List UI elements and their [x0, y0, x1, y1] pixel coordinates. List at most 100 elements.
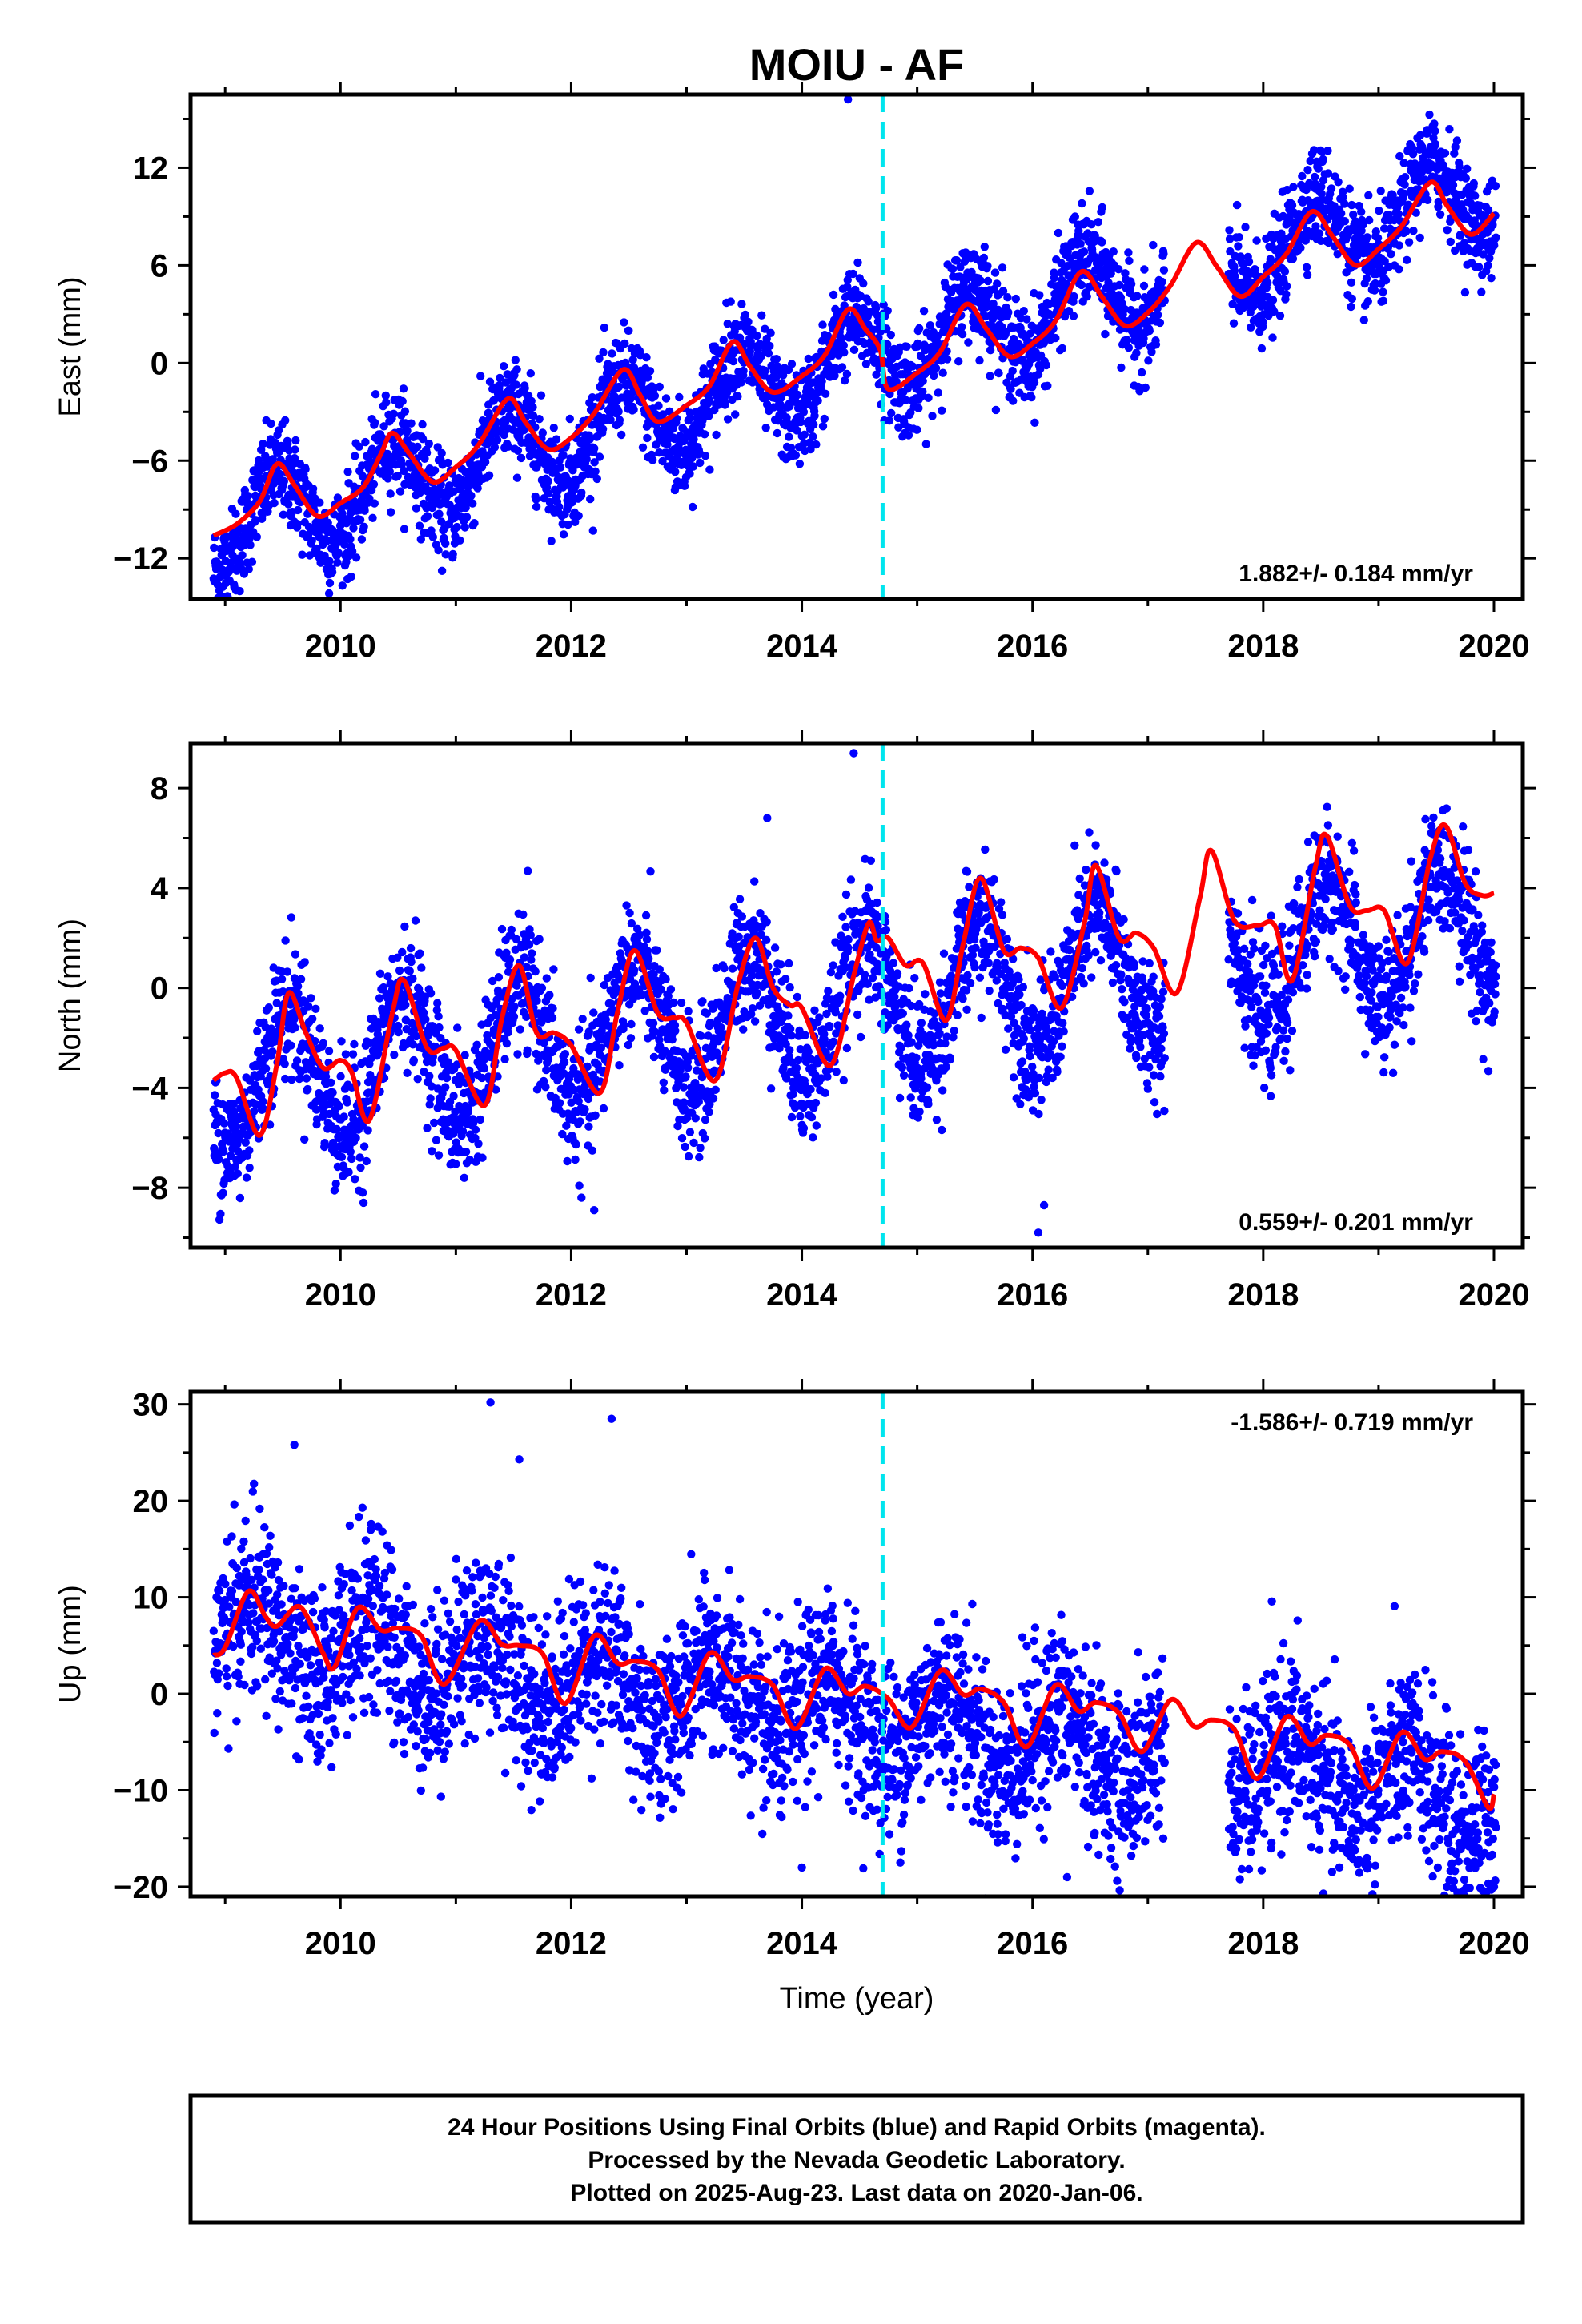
north-data-point — [242, 1173, 251, 1182]
north-data-point — [589, 1008, 598, 1017]
east-data-point — [357, 535, 367, 544]
north-data-point — [796, 1045, 805, 1054]
north-data-point — [684, 1152, 693, 1161]
east-y-tick-label: 12 — [133, 151, 169, 186]
north-data-point — [697, 1031, 705, 1040]
east-data-point — [325, 578, 335, 588]
east-data-point — [986, 346, 995, 355]
east-data-point — [1400, 180, 1409, 189]
east-data-point — [1098, 238, 1106, 247]
east-data-point — [1232, 200, 1242, 210]
north-data-point — [735, 895, 745, 903]
north-data-point — [656, 985, 665, 994]
north-data-point — [502, 1039, 512, 1048]
east-data-point — [731, 410, 740, 419]
east-data-point — [1124, 344, 1134, 352]
east-data-point — [267, 419, 275, 428]
north-data-point — [684, 1063, 693, 1072]
north-data-point — [398, 947, 407, 957]
north-data-point — [390, 1051, 399, 1059]
east-data-point — [334, 549, 343, 557]
east-data-point — [741, 310, 750, 320]
east-data-point — [512, 365, 521, 374]
east-data-point — [1268, 333, 1277, 342]
north-data-point — [698, 997, 707, 1006]
east-outlier-point — [844, 94, 853, 104]
north-data-point — [762, 918, 771, 927]
east-data-point — [398, 396, 407, 406]
north-data-point — [442, 1073, 452, 1083]
east-data-point — [304, 530, 313, 539]
east-data-point — [1289, 183, 1298, 191]
north-data-point — [300, 958, 309, 967]
north-data-point — [633, 924, 642, 934]
east-data-point — [452, 522, 461, 532]
north-data-point — [458, 1127, 468, 1136]
east-data-point — [1122, 336, 1132, 344]
east-data-point — [1003, 293, 1012, 302]
north-data-point — [542, 974, 551, 983]
east-data-point — [1394, 210, 1403, 219]
east-data-point — [544, 489, 553, 498]
east-data-point — [1315, 229, 1324, 238]
east-data-point — [830, 371, 839, 380]
east-data-point — [1340, 199, 1349, 208]
east-data-point — [1311, 222, 1320, 231]
east-data-point — [1244, 257, 1254, 267]
north-data-point — [474, 1140, 483, 1148]
north-data-point — [401, 1000, 410, 1010]
north-data-point — [679, 1083, 688, 1092]
east-data-point — [591, 467, 600, 476]
east-data-point — [339, 540, 349, 549]
north-data-point — [544, 1055, 553, 1063]
east-data-point — [761, 324, 769, 333]
east-data-point — [412, 504, 421, 513]
north-data-point — [332, 1124, 341, 1134]
east-data-point — [1484, 206, 1493, 215]
east-data-point — [980, 243, 990, 251]
north-data-point — [775, 1044, 784, 1053]
east-data-point — [902, 342, 911, 351]
east-data-point — [837, 363, 847, 372]
north-data-point — [622, 901, 631, 910]
east-data-point — [1347, 294, 1357, 304]
north-plot-area — [209, 749, 1500, 1237]
east-data-point — [298, 550, 307, 559]
east-data-point — [1155, 318, 1165, 328]
north-data-point — [542, 1065, 551, 1075]
east-data-point — [1488, 220, 1497, 230]
north-data-point — [787, 1031, 796, 1040]
figure-title: MOIU - AF — [749, 39, 965, 90]
north-data-point — [293, 982, 303, 991]
east-data-point — [1345, 184, 1354, 193]
north-data-point — [626, 1034, 636, 1043]
east-data-point — [1395, 241, 1404, 250]
north-data-point — [261, 1064, 271, 1073]
east-data-point — [268, 455, 277, 464]
east-data-point — [1011, 294, 1021, 304]
east-x-tick-label: 2018 — [1227, 629, 1299, 664]
north-data-point — [737, 912, 746, 921]
east-data-point — [705, 396, 714, 404]
east-data-point — [1030, 378, 1039, 387]
east-data-point — [415, 521, 424, 530]
east-data-point — [1042, 360, 1051, 370]
east-data-point — [948, 264, 958, 274]
north-data-point — [426, 1094, 435, 1103]
east-data-point — [1484, 261, 1492, 270]
north-data-point — [766, 1084, 776, 1093]
north-data-point — [685, 1128, 695, 1136]
east-data-point — [930, 371, 938, 380]
north-data-point — [339, 1112, 348, 1121]
north-data-point — [504, 1028, 512, 1037]
north-data-point — [574, 1096, 583, 1106]
north-data-point — [500, 1055, 509, 1063]
east-data-point — [1415, 233, 1424, 243]
east-data-point — [809, 432, 817, 441]
north-data-point — [600, 980, 609, 990]
east-data-point — [642, 353, 651, 362]
north-data-point — [281, 1074, 290, 1084]
north-data-point — [649, 970, 658, 979]
north-data-point — [461, 1148, 471, 1156]
north-data-point — [277, 975, 287, 984]
